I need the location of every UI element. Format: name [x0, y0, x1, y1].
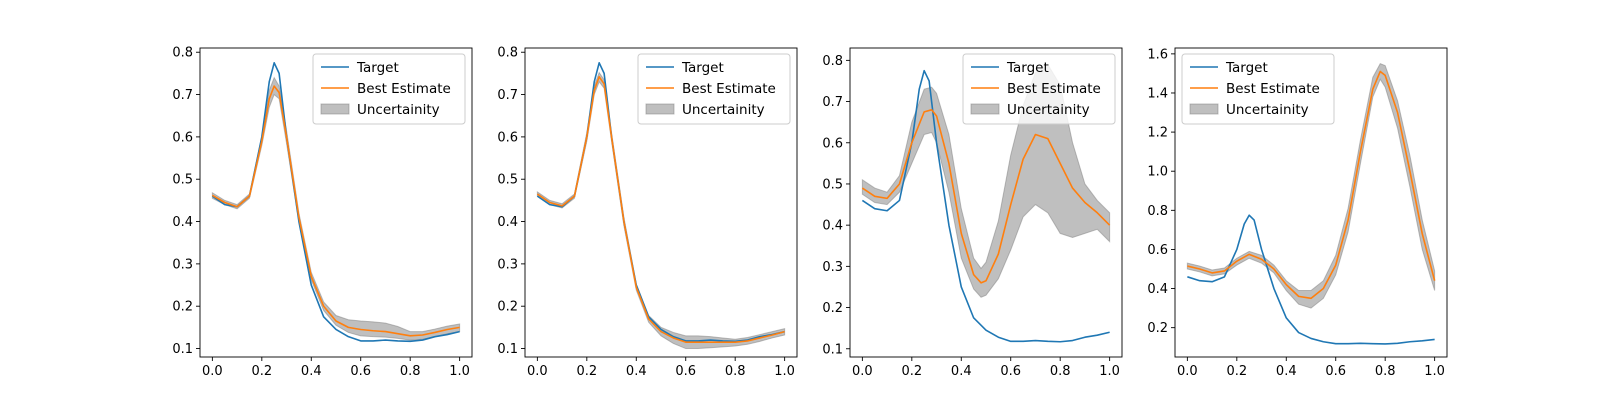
legend-best-estimate-label: Best Estimate — [1226, 81, 1320, 97]
y-tick-label: 0.7 — [497, 88, 518, 103]
y-tick-label: 0.5 — [172, 173, 193, 188]
best-estimate-line — [861, 109, 1111, 284]
x-tick-label: 0.4 — [1276, 364, 1297, 379]
x-tick-label: 0.2 — [251, 364, 272, 379]
x-tick-label: 0.0 — [1177, 364, 1198, 379]
legend-box — [312, 53, 466, 125]
y-tick-label: 1.2 — [1147, 126, 1168, 141]
legend-target-label: Target — [1006, 60, 1049, 76]
x-tick-label: 0.8 — [400, 364, 421, 379]
y-tick-label: 1.6 — [1147, 47, 1168, 62]
legend: Target Best Estimate Uncertainity — [1181, 53, 1335, 125]
legend: Target Best Estimate Uncertainity — [962, 53, 1116, 125]
x-tick-label: 0.0 — [202, 364, 223, 379]
subplot-2: 0.0 0.2 0.4 0.6 0.8 1.0 0.1 0.2 0.3 0.4 0.5 0.6 0.7 0… — [497, 46, 798, 379]
legend-best-estimate-label: Best Estimate — [357, 81, 451, 97]
legend-uncertainty-label: Uncertainity — [1226, 102, 1309, 118]
legend-uncertainty-label: Uncertainity — [357, 102, 440, 118]
uncertainty-band — [1186, 63, 1436, 309]
y-tick-label: 0.5 — [822, 177, 843, 192]
y-tick-label: 0.1 — [822, 342, 843, 357]
x-tick-label: 0.2 — [1226, 364, 1247, 379]
x-tick-label: 0.6 — [1000, 364, 1021, 379]
legend-best-estimate-label: Best Estimate — [682, 81, 776, 97]
x-tick-label: 0.2 — [576, 364, 597, 379]
target-line — [861, 69, 1110, 343]
best-estimate-line — [536, 75, 785, 343]
y-tick-label: 1.4 — [1147, 86, 1168, 101]
y-tick-label: 0.8 — [497, 46, 518, 61]
legend-target-label: Target — [356, 60, 399, 76]
y-tick-label: 0.6 — [172, 130, 193, 145]
y-tick-label: 0.1 — [172, 342, 193, 357]
legend: Target Best Estimate Uncertainity — [637, 53, 791, 125]
y-tick-label: 0.8 — [172, 46, 193, 61]
legend-box — [962, 53, 1116, 125]
x-tick-label: 0.8 — [1050, 364, 1071, 379]
y-tick-label: 0.3 — [497, 257, 518, 272]
x-tick-label: 0.6 — [675, 364, 696, 379]
legend-uncertainty-label: Uncertainity — [682, 102, 765, 118]
axes-frame — [849, 47, 1123, 358]
legend-uncertainty-swatch — [320, 103, 350, 115]
axes-frame — [1174, 47, 1448, 358]
y-tick-label: 0.4 — [497, 215, 518, 230]
y-tick-label: 0.4 — [822, 219, 843, 234]
axes-frame — [199, 47, 473, 358]
x-tick-label: 0.0 — [852, 364, 873, 379]
y-tick-label: 0.1 — [497, 342, 518, 357]
legend-target-label: Target — [681, 60, 724, 76]
y-tick-label: 0.7 — [172, 88, 193, 103]
x-tick-label: 1.0 — [449, 364, 470, 379]
y-tick-label: 0.4 — [172, 215, 193, 230]
legend-uncertainty-swatch — [645, 103, 675, 115]
y-tick-label: 0.2 — [1147, 321, 1168, 336]
y-tick-label: 0.2 — [497, 300, 518, 315]
legend-uncertainty-label: Uncertainity — [1007, 102, 1090, 118]
subplot-1: 0.0 0.2 0.4 0.6 0.8 1.0 0.1 0.2 0.3 0.4 0.5 0.6 0.7 0… — [172, 46, 473, 379]
axes-frame — [524, 47, 798, 358]
y-tick-label: 0.8 — [1147, 204, 1168, 219]
x-tick-label: 0.8 — [1375, 364, 1396, 379]
y-tick-label: 1.0 — [1147, 165, 1168, 180]
best-estimate-line — [1187, 70, 1436, 300]
y-tick-label: 0.7 — [822, 95, 843, 110]
x-tick-label: 1.0 — [774, 364, 795, 379]
legend-target-label: Target — [1225, 60, 1268, 76]
subplot-3: 0.0 0.2 0.4 0.6 0.8 1.0 0.1 0.2 0.3 0.4 0.5 0.6 0.7 0… — [822, 47, 1123, 379]
best-estimate-line — [211, 85, 460, 337]
y-tick-label: 0.3 — [172, 257, 193, 272]
x-tick-label: 0.0 — [527, 364, 548, 379]
subplot-4: 0.0 0.2 0.4 0.6 0.8 1.0 0.2 0.4 0.6 0.8 1.0 1.2 1.4 1… — [1147, 47, 1448, 379]
y-tick-label: 0.8 — [822, 54, 843, 69]
legend-uncertainty-swatch — [970, 103, 1000, 115]
x-tick-label: 0.4 — [301, 364, 322, 379]
y-tick-label: 0.5 — [497, 173, 518, 188]
y-tick-label: 0.6 — [1147, 243, 1168, 258]
legend-box — [1181, 53, 1335, 125]
y-tick-label: 0.6 — [497, 130, 518, 145]
x-tick-label: 0.4 — [951, 364, 972, 379]
x-tick-label: 0.4 — [626, 364, 647, 379]
legend-uncertainty-swatch — [1189, 103, 1219, 115]
y-tick-label: 0.4 — [1147, 282, 1168, 297]
legend-box — [637, 53, 791, 125]
x-tick-label: 0.6 — [350, 364, 371, 379]
legend-best-estimate-label: Best Estimate — [1007, 81, 1101, 97]
y-tick-label: 0.6 — [822, 136, 843, 151]
x-tick-label: 0.2 — [901, 364, 922, 379]
x-tick-label: 1.0 — [1424, 364, 1445, 379]
x-tick-label: 0.6 — [1325, 364, 1346, 379]
y-tick-label: 0.2 — [822, 301, 843, 316]
legend: Target Best Estimate Uncertainity — [312, 53, 466, 125]
x-tick-label: 1.0 — [1099, 364, 1120, 379]
y-tick-label: 0.2 — [172, 300, 193, 315]
y-tick-label: 0.3 — [822, 260, 843, 275]
target-line — [1187, 214, 1435, 345]
x-tick-label: 0.8 — [725, 364, 746, 379]
